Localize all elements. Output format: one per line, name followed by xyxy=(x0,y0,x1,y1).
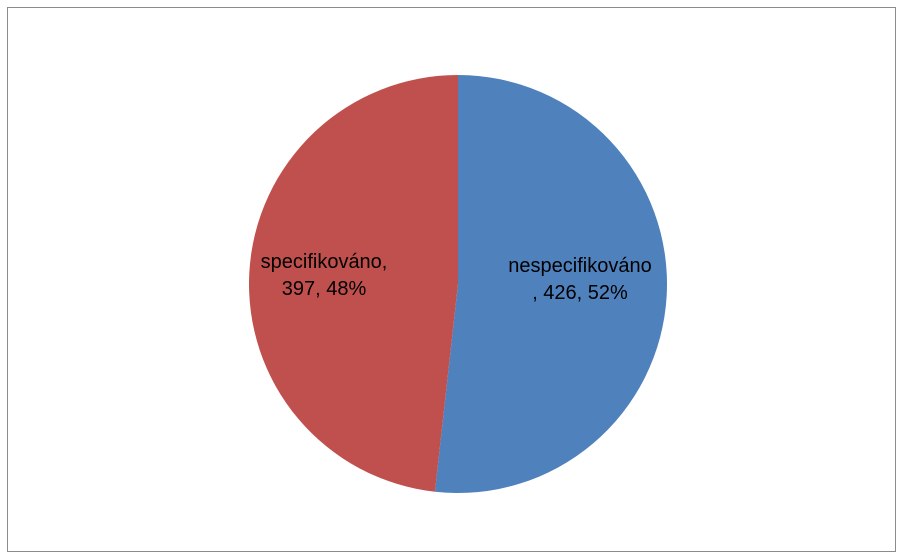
pie-slice-2 xyxy=(249,75,458,492)
pie-slice-label-line: , 426, 52% xyxy=(532,282,628,304)
pie-slices xyxy=(249,75,668,494)
pie-slice-label-line: nespecifikováno xyxy=(508,255,651,277)
pie-slice-label-line: 397, 48% xyxy=(282,278,367,300)
pie-slice-1 xyxy=(434,75,668,494)
pie-slice-label-line: specifikováno, xyxy=(261,251,388,273)
pie-slice-label-1: nespecifikováno , 426, 52% xyxy=(508,255,651,304)
pie-slice-label-2: specifikováno, 397, 48% xyxy=(261,251,388,300)
pie-labels: nespecifikováno , 426, 52% specifikováno, 3… xyxy=(261,251,652,304)
